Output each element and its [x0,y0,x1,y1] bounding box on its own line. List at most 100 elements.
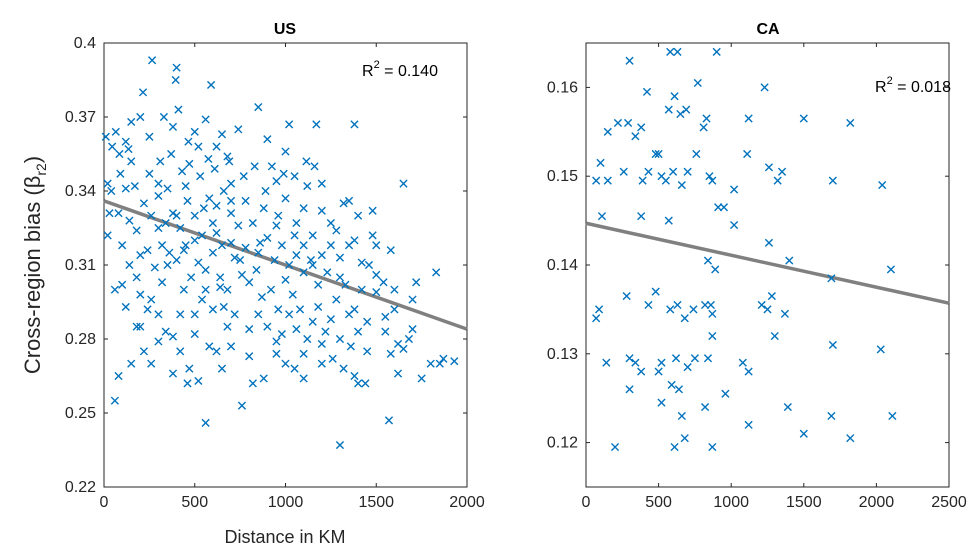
y-axis-label: Cross-region bias (βr2) [20,156,49,374]
data-point [132,322,141,331]
data-point [290,172,299,181]
data-point [172,255,181,265]
data-point [379,278,388,287]
data-point [682,105,691,114]
data-point [295,305,305,314]
data-point [738,358,747,367]
data-point [292,218,301,228]
data-point [199,204,208,213]
data-point [116,169,125,178]
data-point [194,258,203,267]
data-point [308,260,317,270]
data-point [596,158,605,167]
data-point [226,196,236,205]
data-point [308,231,317,240]
data-point [245,278,254,287]
data-point [261,186,270,196]
data-point [435,359,444,368]
data-point [386,246,395,255]
data-point [174,105,183,114]
data-point [139,199,149,208]
data-point [344,196,354,205]
data-point [197,295,207,304]
data-point [714,203,723,212]
data-point [254,103,263,112]
data-point [666,47,675,56]
fit-line-group [585,221,950,305]
data-point [625,385,634,394]
data-point [167,149,176,159]
data-point [828,176,837,185]
data-point [145,132,154,141]
data-point [277,241,286,250]
data-point [272,349,281,358]
data-point [132,273,141,282]
data-point [108,142,117,151]
data-point [205,194,214,203]
data-point [408,325,417,334]
data-point [827,411,836,421]
data-point [181,241,190,250]
data-point [132,226,141,235]
data-point [764,238,774,247]
data-point [661,176,670,185]
data-point [150,263,159,272]
data-point [671,354,681,363]
data-point [846,434,855,443]
data-point [700,300,710,310]
data-point [241,196,250,205]
data-point [125,260,134,270]
data-point [121,302,130,312]
data-point [143,246,152,255]
scatter-points [101,56,459,450]
data-point [147,359,156,368]
chart-title: US [274,21,297,38]
data-point [212,347,221,356]
data-point [168,122,178,131]
data-point [328,354,337,363]
r-squared-annotation: R2 = 0.140 [362,59,438,80]
y-tick-label: 0.37 [65,109,96,126]
data-point [669,167,678,176]
data-point [185,159,194,168]
data-point [439,354,448,363]
data-point [212,201,221,210]
data-point [703,354,713,363]
y-tick-label: 0.14 [547,257,578,274]
data-point [651,287,660,296]
data-point [390,305,399,314]
data-point [363,347,372,356]
data-point [159,112,168,122]
data-point [234,221,243,230]
data-point [288,290,297,299]
data-point [314,302,323,312]
data-point [711,265,720,274]
data-point [744,114,753,123]
data-point [266,285,276,294]
data-point [335,273,345,282]
data-point [183,196,192,205]
data-point [368,231,377,240]
data-point [680,434,689,443]
data-point [285,260,294,270]
regression-line [585,221,950,305]
data-point [326,241,335,250]
data-point [450,357,459,366]
data-point [312,120,321,129]
x-tick-label: 1000 [268,494,304,511]
data-point [783,402,792,412]
data-point [393,369,403,378]
data-point [161,218,170,228]
data-point [176,310,185,319]
data-point [680,314,689,323]
data-point [103,231,112,240]
data-point [267,162,276,171]
data-point [303,334,312,344]
data-point [368,206,377,215]
data-point [223,285,232,294]
data-point [706,300,715,310]
data-point [597,212,607,221]
data-point [730,220,739,230]
data-point [757,300,766,310]
data-point [708,309,717,318]
